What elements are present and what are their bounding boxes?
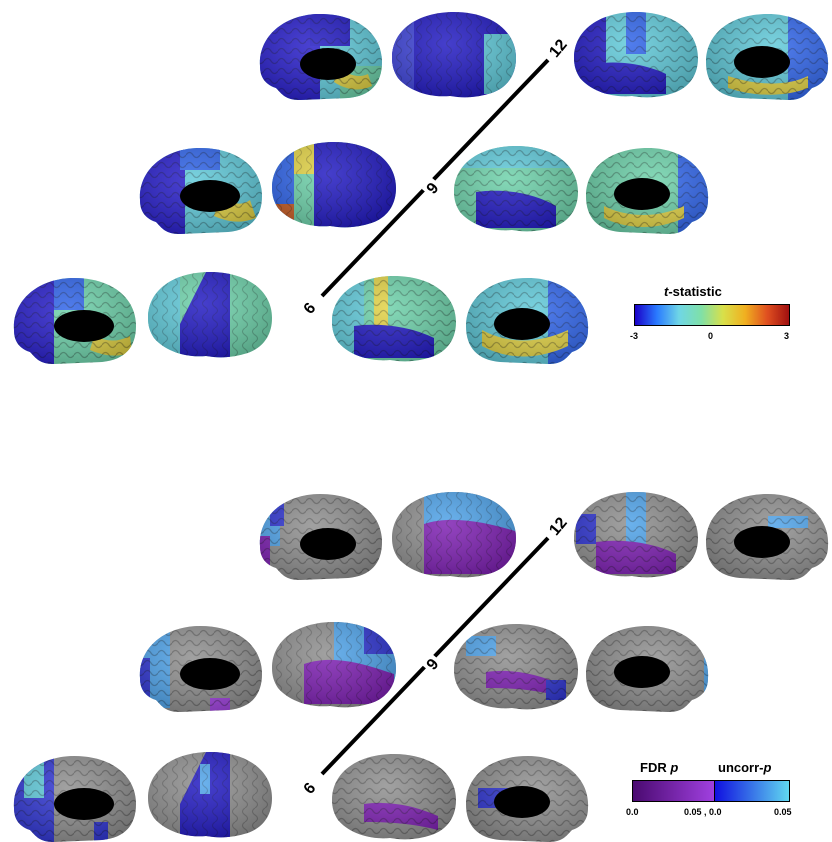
uncorr-p-colorbar	[714, 780, 790, 802]
top-row1-right-medial	[706, 14, 829, 100]
top-row3-left-lateral	[148, 272, 272, 358]
bottom-row3-left-lateral	[148, 752, 272, 838]
bottom-row1-left-lateral	[392, 492, 516, 578]
fdr-uncorr-tick-mid: 0.05 , 0.0	[684, 807, 722, 817]
bottom-row2-left-lateral	[272, 622, 396, 708]
legend-title-italic: t	[664, 284, 669, 299]
bottom-row3-right-lateral	[332, 754, 456, 840]
uncorr-tick-max: 0.05	[774, 807, 792, 817]
bottom-row3-right-medial	[466, 756, 589, 842]
fdr-p-label: FDR p	[640, 760, 679, 775]
legend-tick-mid: 0	[708, 331, 714, 341]
uncorr-p-label: uncorr-p	[718, 760, 772, 775]
bottom-row1-left-medial	[259, 494, 382, 580]
top-row1-right-lateral	[574, 12, 698, 98]
top-row3-left-medial	[13, 278, 136, 364]
fdr-tick-min: 0.0	[626, 807, 639, 817]
top-row3-right-medial	[466, 278, 589, 364]
bottom-row1-right-medial	[706, 494, 829, 580]
t-statistic-legend: t-statistic -3 0 3	[630, 284, 800, 344]
fdr-p-colorbar	[632, 780, 714, 802]
top-row2-right-medial	[586, 148, 709, 234]
top-row2-right-lateral	[454, 146, 578, 232]
bottom-row2-right-lateral	[454, 624, 578, 710]
bottom-row2-right-medial	[586, 626, 709, 712]
top-row2-left-medial	[139, 148, 262, 234]
legend-tick-min: -3	[630, 331, 639, 341]
legend-tick-max: 3	[784, 331, 790, 341]
bottom-row3-left-medial	[13, 756, 136, 842]
p-value-legend: FDR p uncorr-p 0.0 0.05 , 0.0 0.05	[624, 760, 804, 822]
top-row2-left-lateral	[272, 142, 396, 228]
t-statistic-colorbar	[634, 304, 790, 326]
top-row3-right-lateral	[332, 276, 456, 362]
bottom-row2-left-medial	[139, 626, 262, 712]
legend-title: t-statistic	[664, 284, 722, 299]
top-row1-left-lateral	[392, 12, 516, 98]
top-age-axis-line	[320, 58, 550, 298]
bottom-row1-right-lateral	[574, 492, 698, 578]
legend-title-rest: -statistic	[668, 284, 722, 299]
top-row1-left-medial	[259, 14, 382, 100]
